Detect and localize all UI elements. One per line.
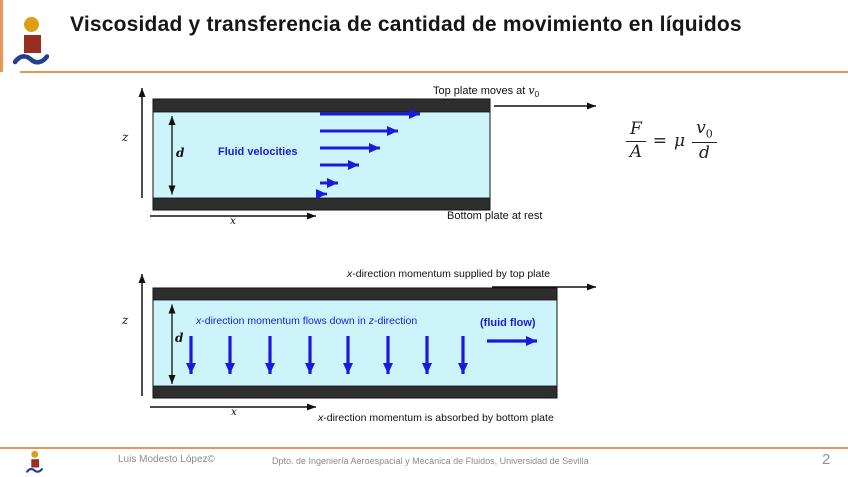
fluid-region bbox=[152, 287, 558, 399]
velocity-gap-fraction: v0 d bbox=[692, 118, 717, 164]
momentum-supplied-label: x-direction momentum supplied by top pla… bbox=[347, 268, 551, 280]
footer-divider bbox=[0, 447, 848, 449]
x-axis-label: x bbox=[231, 406, 237, 418]
logo-square bbox=[24, 35, 41, 53]
footer-logo-icon bbox=[26, 450, 43, 473]
couette-flow-diagram bbox=[138, 88, 596, 220]
top-plate-label: Top plate moves at v0 bbox=[433, 84, 540, 100]
momentum-absorbed-label: x-direction momentum is absorbed by bott… bbox=[318, 412, 554, 424]
z-axis-label: z bbox=[122, 313, 129, 327]
bottom-plate bbox=[152, 385, 558, 399]
logo-wave bbox=[13, 54, 49, 65]
footer-department: Dpto. de Ingeniería Aeroespacial y Mecán… bbox=[272, 456, 589, 466]
equals-sign: = bbox=[652, 131, 668, 152]
viscosity-symbol: μ bbox=[674, 131, 686, 152]
logo-circle bbox=[24, 17, 39, 32]
bottom-plate-label: Bottom plate at rest bbox=[447, 210, 543, 222]
page-number: 2 bbox=[822, 451, 831, 468]
accent-vertical-bar bbox=[0, 0, 3, 72]
fluid-flow-label: (fluid flow) bbox=[480, 317, 536, 329]
momentum-flows-label: x-direction momentum flows down in z-dir… bbox=[196, 315, 418, 327]
z-axis-label: z bbox=[122, 130, 129, 144]
header-divider bbox=[20, 71, 848, 73]
top-plate bbox=[152, 287, 558, 301]
gap-label: d bbox=[176, 146, 185, 160]
footer-author: Luis Modesto López© bbox=[118, 454, 215, 465]
x-axis-label: x bbox=[230, 215, 236, 227]
fluid-velocities-label: Fluid velocities bbox=[218, 146, 298, 158]
momentum-transfer-diagram bbox=[138, 274, 596, 411]
top-plate bbox=[152, 98, 491, 113]
gap-label: d bbox=[175, 331, 184, 345]
bottom-plate bbox=[152, 197, 491, 211]
page-title: Viscosidad y transferencia de cantidad d… bbox=[70, 13, 742, 36]
university-logo-icon bbox=[13, 17, 49, 65]
